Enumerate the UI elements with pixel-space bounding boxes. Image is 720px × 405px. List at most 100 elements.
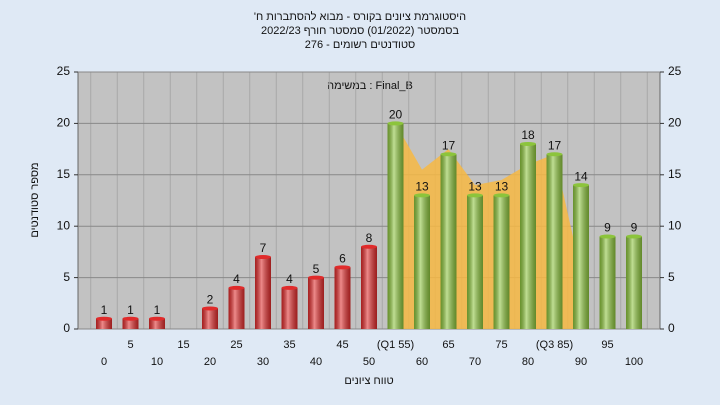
bar-shine xyxy=(96,318,112,329)
bar-cap xyxy=(149,316,165,321)
x-tick-label: 15 xyxy=(177,339,189,351)
x-axis-label: טווח ציונים xyxy=(344,375,393,387)
value-label: 14 xyxy=(574,169,588,183)
bar-cap xyxy=(202,306,218,311)
bar-shine xyxy=(546,154,563,329)
y-tick-label: 5 xyxy=(63,270,70,284)
x-tick-label: 50 xyxy=(363,356,375,368)
y-tick-label: 25 xyxy=(57,64,71,78)
value-label: 1 xyxy=(101,303,108,317)
bar-cap xyxy=(255,255,271,260)
bar-cap xyxy=(520,141,536,146)
value-label: 13 xyxy=(468,180,482,194)
y-tick-label: 0 xyxy=(63,321,70,335)
value-label: 6 xyxy=(339,251,346,265)
x-tick-label: 80 xyxy=(522,356,534,368)
chart-subtitle: בסמסטר (01/2022) סמסטר חורף 2022/23 xyxy=(261,25,459,37)
bar-cap xyxy=(573,183,589,188)
x-tick-label: 70 xyxy=(469,356,481,368)
y2-tick-label: 0 xyxy=(668,321,675,335)
value-label: 2 xyxy=(207,293,214,307)
bar-shine xyxy=(228,287,245,329)
bar-shine xyxy=(361,246,377,329)
x-tick-label: 5 xyxy=(127,339,133,351)
x-tick-label: 25 xyxy=(230,339,242,351)
x-tick-label: 0 xyxy=(101,356,107,368)
value-label: 17 xyxy=(548,138,562,152)
bar-shine xyxy=(255,257,271,329)
x-tick-label: 45 xyxy=(336,339,348,351)
bar-cap xyxy=(467,193,483,198)
bar-cap xyxy=(387,121,404,126)
bar-cap xyxy=(281,285,298,290)
value-label: 1 xyxy=(154,303,161,317)
chart-subtitle: סטודנטים רשומים - 276 xyxy=(305,39,416,51)
bar-shine xyxy=(387,123,404,330)
bar-shine xyxy=(626,236,642,329)
value-label: 17 xyxy=(442,138,456,152)
x-tick-label: 20 xyxy=(204,356,216,368)
value-label: 13 xyxy=(495,180,509,194)
bar-cap xyxy=(414,193,430,198)
y2-tick-label: 25 xyxy=(668,64,682,78)
bar-cap xyxy=(308,275,324,280)
value-label: 1 xyxy=(127,303,134,317)
y-tick-label: 10 xyxy=(57,218,71,232)
bar-cap xyxy=(440,152,457,157)
value-label: 4 xyxy=(286,272,293,286)
bar-shine xyxy=(467,195,483,329)
bar-cap xyxy=(361,244,377,249)
value-label: 7 xyxy=(260,241,267,255)
bar-shine xyxy=(308,277,324,329)
y2-tick-label: 20 xyxy=(668,116,682,130)
value-label: 13 xyxy=(415,180,429,194)
bar-cap xyxy=(626,234,642,239)
x-tick-label: 40 xyxy=(310,356,322,368)
y2-tick-label: 15 xyxy=(668,167,682,181)
x-tick-label: 60 xyxy=(416,356,428,368)
x-tick-label: (Q1 55) xyxy=(377,339,414,351)
value-label: 18 xyxy=(521,128,535,142)
y-tick-label: 20 xyxy=(57,116,71,130)
bar-cap xyxy=(546,152,563,157)
x-tick-label: (Q3 85) xyxy=(536,339,573,351)
x-tick-label: 90 xyxy=(575,356,587,368)
bar-cap xyxy=(228,285,245,290)
value-label: 9 xyxy=(604,221,611,235)
bar-cap xyxy=(599,234,616,239)
chart-title: היסטוגרמת ציונים בקורס - מבוא להסתברות ח… xyxy=(254,10,466,23)
bar-shine xyxy=(281,287,298,329)
bar-cap xyxy=(96,316,112,321)
bar-cap xyxy=(493,193,510,198)
bar-shine xyxy=(573,185,589,329)
value-label: 4 xyxy=(233,272,240,286)
x-tick-label: 10 xyxy=(151,356,163,368)
bar-shine xyxy=(149,318,165,329)
bar-cap xyxy=(334,265,351,270)
y2-tick-label: 5 xyxy=(668,270,675,284)
x-tick-label: 30 xyxy=(257,356,269,368)
y-tick-label: 15 xyxy=(57,167,71,181)
bar-cap xyxy=(122,316,139,321)
bar-shine xyxy=(599,236,616,329)
bar-shine xyxy=(414,195,430,329)
value-label: 8 xyxy=(366,231,373,245)
y2-tick-label: 10 xyxy=(668,218,682,232)
x-tick-label: 75 xyxy=(495,339,507,351)
bar-shine xyxy=(202,308,218,329)
annotation: במשימה : Final_B xyxy=(327,80,413,92)
bar-shine xyxy=(334,267,351,329)
x-tick-label: 65 xyxy=(442,339,454,351)
y-axis-label: מספר סטודנטים xyxy=(29,162,41,237)
x-tick-label: 95 xyxy=(601,339,613,351)
bar-shine xyxy=(520,143,536,329)
x-tick-label: 35 xyxy=(283,339,295,351)
bar-shine xyxy=(440,154,457,329)
value-label: 20 xyxy=(389,108,403,122)
value-label: 9 xyxy=(631,221,638,235)
bar-shine xyxy=(122,318,139,329)
x-tick-label: 100 xyxy=(625,356,643,368)
bar-shine xyxy=(493,195,510,329)
value-label: 5 xyxy=(313,262,320,276)
